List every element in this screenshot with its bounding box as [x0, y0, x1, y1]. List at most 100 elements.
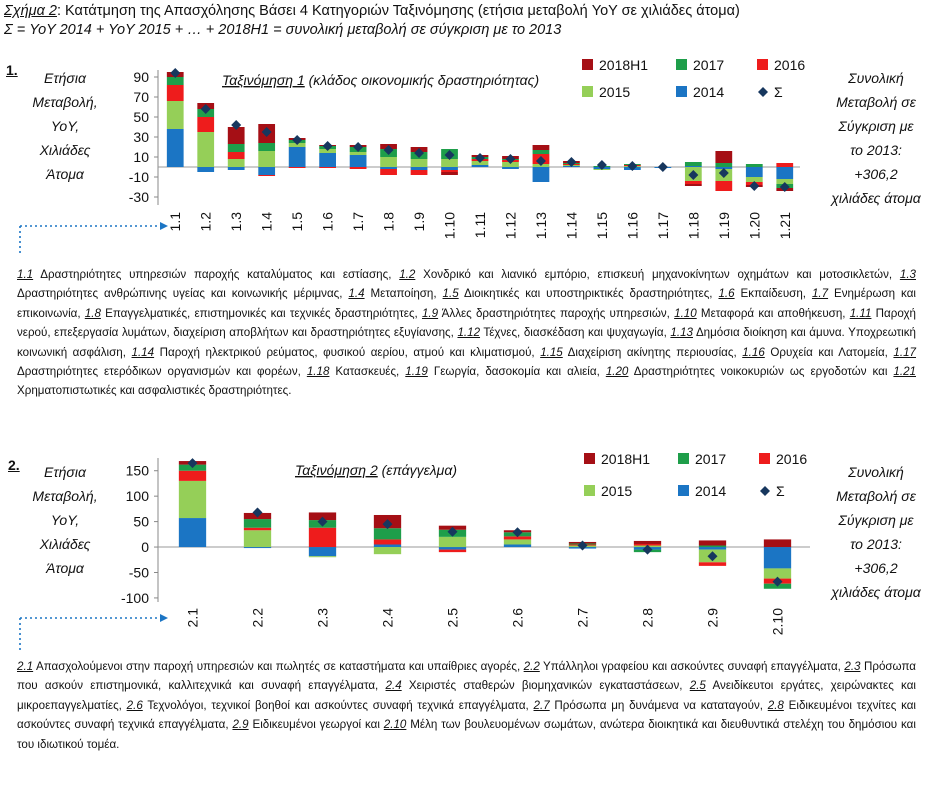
- bar-segment-2017: [258, 143, 276, 151]
- sigma-marker: [231, 120, 242, 130]
- sigma-marker: [187, 458, 198, 469]
- bar-segment-2016: [776, 163, 794, 167]
- sigma-marker: [566, 157, 577, 167]
- sigma-marker: [718, 168, 729, 178]
- description-code: 2.3: [844, 660, 861, 673]
- x-tick-label: 1.13: [533, 212, 549, 239]
- total-caption-line: Συνολική: [848, 464, 904, 480]
- legend-label: 2017: [695, 451, 726, 467]
- sigma-marker: [627, 161, 638, 171]
- bar-segment-2016: [243, 527, 272, 531]
- bar-segment-2016: [178, 470, 207, 481]
- bar-segment-2014: [763, 547, 792, 569]
- sigma-marker: [475, 153, 485, 163]
- x-tick-label: 2.9: [705, 608, 721, 628]
- sigma-marker: [383, 145, 394, 155]
- legend-swatch: [676, 86, 687, 97]
- description-text: Κατασκευές,: [329, 365, 406, 379]
- bar-segment-2015: [197, 132, 215, 167]
- x-tick-label: 1.16: [624, 212, 640, 239]
- x-tick-label: 2.5: [445, 608, 461, 628]
- sigma-marker: [772, 576, 783, 587]
- legend-swatch: [678, 485, 689, 496]
- description-text: Απασχολούμενοι στην παροχή υπηρεσιών και…: [33, 660, 524, 673]
- bar-segment-2014: [178, 518, 207, 548]
- x-tick-label: 1.21: [777, 212, 793, 239]
- description-code: 1.1: [17, 268, 34, 281]
- bar-segment-2014: [438, 547, 467, 550]
- bar-segment-2016: [227, 152, 245, 159]
- description-taxonomy-1: 1.1 Δραστηριότητες υπηρεσιών παροχής κατ…: [17, 265, 916, 401]
- bar-segment-2014: [410, 167, 428, 170]
- y-axis-caption-1: Ετήσια Μεταβολή, YoY, Χιλιάδες Άτομα: [20, 66, 110, 186]
- description-text: Ειδικευμένοι γεωργοί και: [248, 718, 384, 732]
- bar-segment-2014: [471, 165, 489, 167]
- sigma-marker: [447, 526, 458, 537]
- description-text: Δραστηριότητες ανθρώπινης υγείας και κοι…: [17, 287, 349, 301]
- description-code: 1.6: [718, 287, 735, 301]
- bar-segment-2014: [227, 167, 245, 170]
- x-tick-label: 1.5: [289, 212, 305, 232]
- y-axis-caption-2: Ετήσια Μεταβολή, YoY, Χιλιάδες Άτομα: [20, 460, 110, 580]
- sigma-marker: [688, 170, 699, 180]
- x-tick-label: 1.9: [411, 212, 427, 232]
- total-caption-line: το 2013:: [850, 142, 902, 158]
- legend-label: 2018H1: [601, 451, 650, 467]
- bar-segment-2015: [410, 159, 428, 167]
- sigma-marker: [657, 162, 668, 172]
- sigma-marker: [170, 68, 181, 78]
- legend-swatch: [582, 86, 593, 97]
- y-caption-line: YoY,: [50, 118, 80, 134]
- legend-swatch: [676, 59, 687, 70]
- y-tick-label: 50: [133, 109, 149, 125]
- description-code: 1.18: [306, 365, 330, 379]
- bar-segment-2017: [227, 144, 245, 152]
- description-text: Παροχή ηλεκτρικού ρεύματος, φυσικού αερί…: [154, 345, 541, 359]
- description-text: Γεωργία, δασοκομία και αλιεία,: [427, 365, 606, 379]
- sigma-marker: [577, 540, 588, 551]
- legend-label: 2014: [693, 84, 724, 100]
- bar-segment-2018h1: [715, 151, 733, 163]
- description-text: Ειδικευμένοι τεχνίτες και ασκούντες συνα…: [17, 698, 916, 732]
- bar-segment-2014: [166, 129, 184, 167]
- x-tick-label: 1.15: [594, 212, 610, 239]
- bar-segment-2016: [288, 167, 306, 168]
- description-text: Δραστηριότητες νοικοκυριών ως εργοδοτών …: [628, 365, 894, 379]
- bar-segment-2014: [745, 167, 763, 177]
- description-taxonomy-2: 2.1 Απασχολούμενοι στην παροχή υπηρεσιών…: [17, 657, 916, 754]
- legend-swatch: [757, 59, 768, 70]
- description-code: 1.7: [811, 287, 829, 301]
- bar-segment-2014: [373, 544, 402, 548]
- bar-segment-2015: [227, 159, 245, 167]
- x-tick-label: 1.17: [655, 212, 671, 239]
- legend-swatch: [584, 453, 595, 464]
- description-code: 2.9: [232, 718, 249, 732]
- description-code: 1.15: [540, 345, 563, 359]
- legend-swatch-sigma: [758, 87, 768, 97]
- legend-swatch: [582, 59, 593, 70]
- sigma-marker: [252, 507, 263, 518]
- bar-segment-2018h1: [227, 127, 245, 144]
- bar-segment-2014: [441, 167, 458, 170]
- bar-segment-2016: [410, 170, 428, 175]
- total-caption-line: +306,2: [854, 166, 898, 182]
- sigma-marker: [779, 182, 790, 192]
- legend-label: 2015: [601, 483, 632, 499]
- chart-panel-1: 90 70 50 30 10 -10 -30 1.1 1.2 1.3 1.4 1.5 1.6 1.7 1.8…: [19, 57, 805, 256]
- bar-segment-2016: [715, 181, 733, 191]
- y-tick-label: 100: [126, 488, 150, 504]
- sigma-marker: [512, 527, 523, 538]
- description-code: 2.5: [689, 679, 706, 693]
- figure-label: Σχήμα 2: [4, 3, 57, 19]
- description-text: Διαχείριση ακίνητης περιουσίας,: [562, 345, 743, 359]
- bar-segment-2014: [197, 167, 215, 172]
- bar-segment-2016: [308, 527, 337, 548]
- description-text: Δραστηριότητες υπηρεσιών παροχής καταλύμ…: [33, 268, 400, 281]
- bar-segment-2016: [684, 181, 702, 184]
- bar-segment-2018h1: [532, 145, 550, 150]
- bar-segment-2018h1: [763, 539, 792, 548]
- description-code: 1.5: [442, 287, 459, 301]
- bar-segment-2015: [308, 556, 337, 558]
- description-code: 1.4: [348, 287, 365, 301]
